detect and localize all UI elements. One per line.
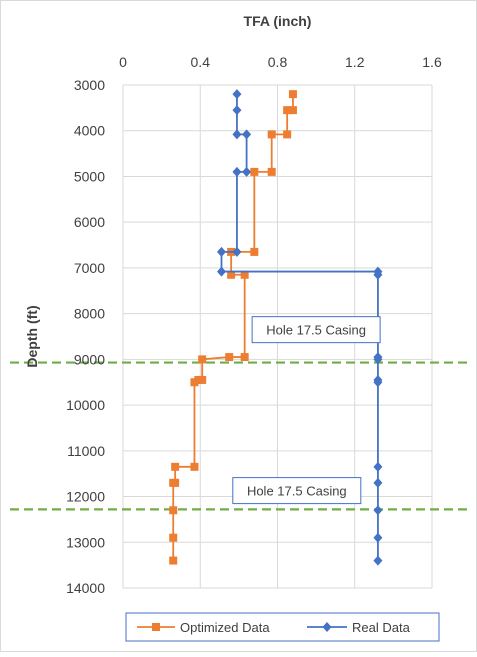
data-point <box>169 478 178 487</box>
annotation-text: Hole 17.5 Casing <box>266 323 366 338</box>
y-tick-label: 5000 <box>74 168 105 184</box>
legend-label: Optimized Data <box>180 620 270 635</box>
data-point <box>190 462 199 471</box>
data-point <box>171 462 180 471</box>
legend-item: Real Data <box>307 620 411 635</box>
data-point <box>373 505 383 516</box>
x-tick-label: 0 <box>119 54 127 70</box>
y-tick-label: 14000 <box>66 580 105 596</box>
data-point <box>232 105 242 116</box>
data-point <box>288 90 297 99</box>
legend-marker <box>322 622 332 632</box>
data-point <box>225 353 234 362</box>
annotation-box: Hole 17.5 Casing <box>251 316 381 344</box>
annotation-frame <box>251 316 381 344</box>
series-layer <box>169 89 383 566</box>
data-point <box>373 532 383 543</box>
data-point <box>227 270 236 279</box>
y-axis-title: Depth (ft) <box>24 305 40 367</box>
y-tick-label: 13000 <box>66 534 105 550</box>
data-point <box>216 246 226 257</box>
y-tick-label: 7000 <box>74 260 105 276</box>
data-point <box>373 555 383 566</box>
data-point <box>288 106 297 115</box>
data-point <box>232 166 242 177</box>
y-tick-label: 12000 <box>66 489 105 505</box>
legend: Optimized Data Real Data <box>125 612 440 642</box>
data-point <box>232 246 242 257</box>
data-point <box>242 129 252 140</box>
y-tick-label: 3000 <box>74 77 105 93</box>
data-point <box>283 130 292 139</box>
grid-layer <box>122 84 433 589</box>
axis-layer: 0 0.4 0.8 1.2 1.6 3000 4000 5000 6000 7000 8000 900… <box>24 13 442 596</box>
series-real-data <box>216 89 383 566</box>
data-point <box>242 166 252 177</box>
legend-frame <box>125 612 440 642</box>
y-tick-label: 11000 <box>67 443 105 459</box>
data-point <box>373 477 383 488</box>
annotations-layer: Hole 17.5 Casing Hole 17.5 Casing <box>232 316 381 505</box>
data-point <box>216 266 226 277</box>
y-tick-label: 6000 <box>74 214 105 230</box>
x-tick-label: 0.8 <box>268 54 288 70</box>
data-point <box>283 106 292 115</box>
y-tick-label: 4000 <box>74 123 105 139</box>
data-point <box>250 167 259 176</box>
data-point <box>169 506 178 515</box>
x-axis-title: TFA (inch) <box>244 13 312 29</box>
legend-item: Optimized Data <box>137 620 270 635</box>
y-tick-label: 10000 <box>66 397 105 413</box>
y-tick-label: 9000 <box>74 351 105 367</box>
legend-group: Optimized Data Real Data <box>125 612 440 642</box>
annotation-text: Hole 17.5 Casing <box>247 484 347 499</box>
data-point <box>373 354 383 365</box>
annotation-box: Hole 17.5 Casing <box>232 477 362 505</box>
data-point <box>232 129 242 140</box>
annotation-frame <box>232 477 362 505</box>
legend-label: Real Data <box>352 620 411 635</box>
data-point <box>198 355 207 364</box>
legend-marker <box>152 623 160 631</box>
x-tick-label: 1.2 <box>345 54 365 70</box>
data-point <box>232 89 242 100</box>
data-point <box>250 247 259 256</box>
reference-lines-layer <box>10 361 468 511</box>
x-tick-label: 1.6 <box>422 54 442 70</box>
data-point <box>240 270 249 279</box>
data-point <box>373 269 383 280</box>
y-tick-label: 8000 <box>74 306 105 322</box>
data-point <box>373 377 383 388</box>
data-point <box>190 378 199 387</box>
data-point <box>267 130 276 139</box>
data-point <box>169 556 178 565</box>
data-point <box>267 167 276 176</box>
x-tick-label: 0.4 <box>191 54 211 70</box>
data-point <box>240 353 249 362</box>
data-point <box>373 461 383 472</box>
data-point <box>169 533 178 542</box>
